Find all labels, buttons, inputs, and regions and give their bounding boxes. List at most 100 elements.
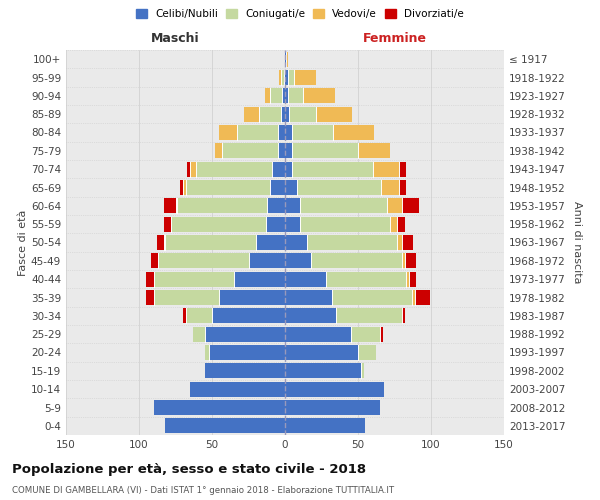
Bar (285, 52, 286, 66)
Bar (278, 144, 285, 158)
Bar (333, 125, 374, 140)
Bar (215, 144, 222, 158)
Bar (154, 290, 220, 305)
Bar (154, 400, 285, 415)
Bar (387, 198, 402, 214)
Bar (402, 198, 419, 214)
Bar (289, 106, 316, 122)
Bar (285, 254, 311, 268)
Bar (311, 254, 402, 268)
Bar (285, 400, 380, 415)
Bar (164, 198, 176, 214)
Bar (307, 235, 397, 250)
Bar (285, 88, 288, 104)
Bar (285, 345, 358, 360)
Bar (285, 418, 365, 434)
Bar (196, 162, 272, 176)
Bar (399, 180, 406, 195)
Bar (361, 364, 364, 378)
Bar (382, 180, 399, 195)
Bar (281, 106, 285, 122)
Bar (265, 88, 271, 104)
Bar (285, 216, 299, 232)
Bar (285, 235, 307, 250)
Bar (220, 290, 285, 305)
Bar (412, 290, 415, 305)
Bar (165, 235, 256, 250)
Bar (157, 235, 164, 250)
Bar (399, 162, 406, 176)
Bar (286, 52, 288, 66)
Bar (402, 308, 405, 324)
Bar (405, 254, 416, 268)
Bar (288, 88, 302, 104)
Bar (180, 180, 183, 195)
Bar (220, 125, 237, 140)
Text: Maschi: Maschi (151, 32, 200, 44)
Bar (190, 382, 285, 396)
Bar (212, 308, 285, 324)
Bar (332, 290, 412, 305)
Bar (299, 216, 390, 232)
Bar (285, 308, 336, 324)
Bar (272, 162, 285, 176)
Bar (390, 216, 397, 232)
Bar (397, 216, 405, 232)
Bar (292, 125, 333, 140)
Bar (209, 345, 285, 360)
Bar (316, 106, 352, 122)
Bar (278, 125, 285, 140)
Bar (285, 382, 384, 396)
Bar (288, 70, 294, 85)
Bar (256, 235, 285, 250)
Bar (158, 254, 248, 268)
Bar (285, 144, 292, 158)
Bar (409, 272, 416, 286)
Bar (171, 216, 266, 232)
Bar (285, 125, 292, 140)
Bar (402, 254, 405, 268)
Bar (187, 162, 190, 176)
Bar (271, 88, 282, 104)
Bar (186, 308, 212, 324)
Text: COMUNE DI GAMBELLARA (VI) - Dati ISTAT 1° gennaio 2018 - Elaborazione TUTTITALIA: COMUNE DI GAMBELLARA (VI) - Dati ISTAT 1… (12, 486, 394, 495)
Bar (237, 125, 278, 140)
Bar (350, 326, 380, 342)
Bar (294, 70, 316, 85)
Bar (296, 180, 382, 195)
Bar (285, 162, 292, 176)
Bar (326, 272, 406, 286)
Bar (285, 198, 299, 214)
Bar (302, 88, 335, 104)
Bar (193, 326, 205, 342)
Bar (285, 106, 289, 122)
Bar (285, 180, 296, 195)
Bar (380, 326, 383, 342)
Bar (146, 272, 154, 286)
Bar (285, 290, 332, 305)
Bar (358, 144, 390, 158)
Bar (222, 144, 278, 158)
Bar (402, 235, 413, 250)
Bar (285, 364, 361, 378)
Bar (415, 290, 430, 305)
Bar (292, 162, 373, 176)
Bar (284, 70, 285, 85)
Bar (266, 216, 285, 232)
Bar (285, 70, 288, 85)
Bar (336, 308, 402, 324)
Bar (285, 272, 326, 286)
Bar (248, 254, 285, 268)
Legend: Celibi/Nubili, Coniugati/e, Vedovi/e, Divorziati/e: Celibi/Nubili, Coniugati/e, Vedovi/e, Di… (132, 5, 468, 24)
Bar (190, 162, 196, 176)
Bar (244, 106, 259, 122)
Bar (205, 364, 285, 378)
Bar (183, 180, 186, 195)
Bar (154, 272, 234, 286)
Bar (234, 272, 285, 286)
Bar (175, 198, 177, 214)
Bar (164, 216, 171, 232)
Bar (146, 290, 154, 305)
Bar (271, 180, 285, 195)
Bar (164, 235, 165, 250)
